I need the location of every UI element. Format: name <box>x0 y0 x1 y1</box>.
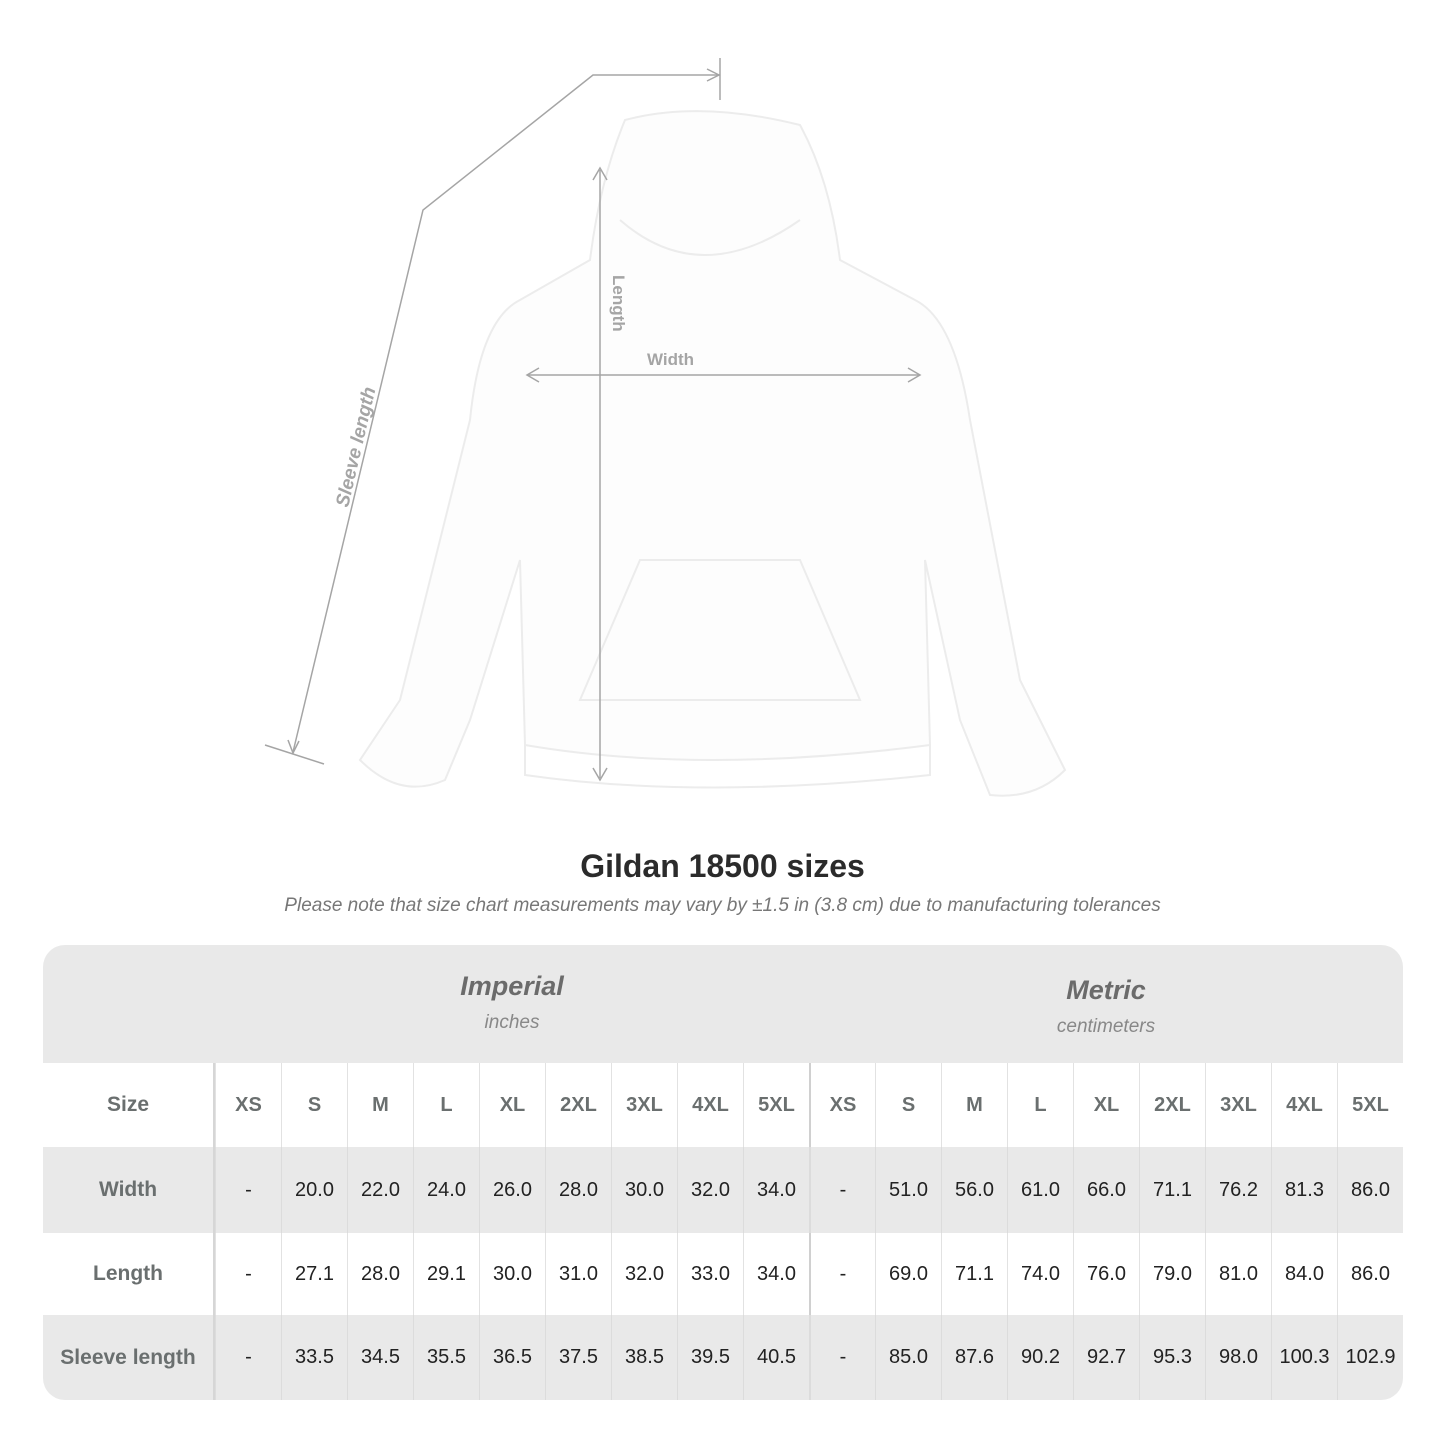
value-cell: 98.0 <box>1205 1315 1271 1400</box>
measure-lines <box>264 58 922 782</box>
size-header-cell: 5XL <box>743 1063 809 1147</box>
value-cell: 34.0 <box>743 1233 809 1315</box>
value-cell: - <box>215 1147 281 1233</box>
value-cell: 102.9 <box>1337 1315 1403 1400</box>
hoodie-diagram: Sleeve length Length Width <box>264 58 1067 797</box>
value-cell: 34.0 <box>743 1147 809 1233</box>
value-cell: 76.0 <box>1073 1233 1139 1315</box>
size-header-cell: S <box>281 1063 347 1147</box>
value-cell: - <box>215 1233 281 1315</box>
value-cell: 81.3 <box>1271 1147 1337 1233</box>
value-cell: 36.5 <box>479 1315 545 1400</box>
value-cell: 79.0 <box>1139 1233 1205 1315</box>
size-header-cell: 2XL <box>1139 1063 1205 1147</box>
size-label: Size <box>43 1063 215 1147</box>
value-cell: 22.0 <box>347 1147 413 1233</box>
value-cell: 81.0 <box>1205 1233 1271 1315</box>
length-label: Length <box>609 275 628 332</box>
value-cell: 84.0 <box>1271 1233 1337 1315</box>
value-cell: 30.0 <box>611 1147 677 1233</box>
width-label: Width <box>647 350 694 369</box>
metric-title: Metric <box>1066 975 1146 1005</box>
value-cell: 29.1 <box>413 1233 479 1315</box>
size-header-cell: 2XL <box>545 1063 611 1147</box>
value-cell: 28.0 <box>545 1147 611 1233</box>
value-cell: 100.3 <box>1271 1315 1337 1400</box>
value-cell: - <box>809 1315 875 1400</box>
table-row: Sleeve length -33.5 34.5 35.5 36.5 37.5 38.5 39… <box>43 1315 1403 1400</box>
value-cell: 37.5 <box>545 1315 611 1400</box>
value-cell: 24.0 <box>413 1147 479 1233</box>
value-cell: 33.5 <box>281 1315 347 1400</box>
size-header-cell: 3XL <box>611 1063 677 1147</box>
size-header-cell: 3XL <box>1205 1063 1271 1147</box>
value-cell: 86.0 <box>1337 1147 1403 1233</box>
value-cell: 35.5 <box>413 1315 479 1400</box>
size-header-cell: XL <box>1073 1063 1139 1147</box>
value-cell: 61.0 <box>1007 1147 1073 1233</box>
value-cell: 31.0 <box>545 1233 611 1315</box>
value-cell: 66.0 <box>1073 1147 1139 1233</box>
sleeve-length-label: Sleeve length <box>332 385 380 509</box>
value-cell: 76.2 <box>1205 1147 1271 1233</box>
value-cell: 92.7 <box>1073 1315 1139 1400</box>
size-header-cell: L <box>413 1063 479 1147</box>
value-cell: 85.0 <box>875 1315 941 1400</box>
size-header-cell: M <box>347 1063 413 1147</box>
imperial-header: Imperial inches <box>215 971 809 1034</box>
hoodie-image <box>358 110 1067 797</box>
value-cell: 28.0 <box>347 1233 413 1315</box>
size-header-cell: 4XL <box>677 1063 743 1147</box>
size-header-cell: L <box>1007 1063 1073 1147</box>
value-cell: 34.5 <box>347 1315 413 1400</box>
row-label: Sleeve length <box>43 1315 215 1400</box>
value-cell: 32.0 <box>611 1233 677 1315</box>
size-table: Imperial inches Metric centimeters Size … <box>43 945 1403 1400</box>
size-header-cell: XL <box>479 1063 545 1147</box>
size-header-row: Size XS S M L XL 2XL 3XL 4XL 5XL XS S M L XL 2XL 3XL 4XL… <box>43 1063 1403 1147</box>
value-cell: 69.0 <box>875 1233 941 1315</box>
value-cell: 33.0 <box>677 1233 743 1315</box>
value-cell: - <box>809 1233 875 1315</box>
value-cell: 20.0 <box>281 1147 347 1233</box>
value-cell: 38.5 <box>611 1315 677 1400</box>
size-header-cell: M <box>941 1063 1007 1147</box>
value-cell: 71.1 <box>941 1233 1007 1315</box>
size-header-cell: 4XL <box>1271 1063 1337 1147</box>
table-row: Width -20.0 22.0 24.0 26.0 28.0 30.0 32.0 34.0-5… <box>43 1147 1403 1233</box>
value-cell: 95.3 <box>1139 1315 1205 1400</box>
value-cell: - <box>809 1147 875 1233</box>
value-cell: 51.0 <box>875 1147 941 1233</box>
metric-unit: centimeters <box>1056 1016 1156 1037</box>
imperial-title: Imperial <box>460 971 564 1001</box>
value-cell: 30.0 <box>479 1233 545 1315</box>
units-header: Imperial inches Metric centimeters <box>43 945 1403 1063</box>
size-header-cell: S <box>875 1063 941 1147</box>
value-cell: 27.1 <box>281 1233 347 1315</box>
size-header-cell: XS <box>809 1063 875 1147</box>
value-cell: 26.0 <box>479 1147 545 1233</box>
value-cell: 74.0 <box>1007 1233 1073 1315</box>
value-cell: 86.0 <box>1337 1233 1403 1315</box>
value-cell: 90.2 <box>1007 1315 1073 1400</box>
page-title: Gildan 18500 sizes <box>580 848 865 884</box>
value-cell: 40.5 <box>743 1315 809 1400</box>
value-cell: 71.1 <box>1139 1147 1205 1233</box>
value-cell: - <box>215 1315 281 1400</box>
tolerance-note: Please note that size chart measurements… <box>284 895 1161 916</box>
table-row: Length -27.1 28.0 29.1 30.0 31.0 32.0 33.0 34.0-… <box>43 1233 1403 1315</box>
value-cell: 32.0 <box>677 1147 743 1233</box>
row-label: Length <box>43 1233 215 1315</box>
value-cell: 87.6 <box>941 1315 1007 1400</box>
metric-header: Metric centimeters <box>809 975 1403 1038</box>
value-cell: 39.5 <box>677 1315 743 1400</box>
row-label: Width <box>43 1147 215 1233</box>
value-cell: 56.0 <box>941 1147 1007 1233</box>
size-header-cell: 5XL <box>1337 1063 1403 1147</box>
imperial-unit: inches <box>484 1012 540 1033</box>
size-header-cell: XS <box>215 1063 281 1147</box>
